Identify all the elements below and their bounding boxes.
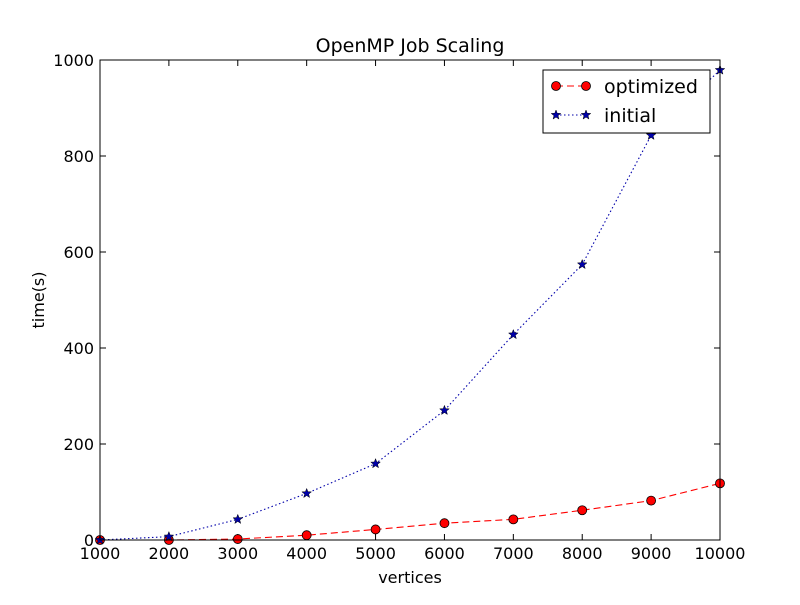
y-tick-label: 1000 bbox=[53, 51, 94, 70]
y-tick-label: 400 bbox=[63, 339, 94, 358]
ticks-layer: 1000 2000 3000 4000 5000 6000 7000 8000 9000 1000… bbox=[53, 51, 745, 563]
series-line-initial bbox=[99, 69, 721, 541]
x-tick-label: 8000 bbox=[562, 544, 603, 563]
x-tick-label: 4000 bbox=[286, 544, 327, 563]
x-tick-label: 7000 bbox=[493, 544, 534, 563]
chart-title: OpenMP Job Scaling bbox=[316, 35, 505, 57]
legend: optimized initial bbox=[542, 69, 711, 134]
data-point-optimized bbox=[301, 530, 312, 541]
x-tick-label: 3000 bbox=[217, 544, 258, 563]
legend-label-optimized: optimized bbox=[604, 76, 698, 98]
data-point-initial bbox=[370, 457, 381, 469]
y-tick-label: 200 bbox=[63, 435, 94, 454]
legend-entry-optimized: optimized bbox=[551, 76, 698, 98]
data-point-optimized bbox=[232, 534, 243, 544]
data-point-initial bbox=[439, 404, 450, 416]
legend-marker-end-initial bbox=[580, 109, 592, 120]
data-point-initial bbox=[301, 487, 313, 499]
x-tick-label: 2000 bbox=[149, 544, 190, 563]
legend-items: optimized initial bbox=[550, 76, 698, 127]
legend-label-initial: initial bbox=[604, 105, 656, 127]
y-tick-label: 0 bbox=[84, 531, 94, 550]
data-point-optimized bbox=[439, 518, 450, 529]
x-tick-label: 1000 bbox=[80, 544, 121, 563]
legend-marker-start-optimized bbox=[551, 81, 561, 91]
y-tick-label: 600 bbox=[63, 243, 94, 262]
legend-marker-end-optimized bbox=[581, 81, 591, 91]
plot-frame bbox=[99, 59, 721, 541]
data-point-optimized bbox=[646, 495, 657, 506]
x-tick-label: 10000 bbox=[695, 544, 746, 563]
legend-box bbox=[542, 69, 711, 134]
x-axis-label: vertices bbox=[378, 568, 442, 587]
legend-entry-initial: initial bbox=[550, 105, 656, 127]
y-tick-label: 800 bbox=[63, 147, 94, 166]
data-point-optimized bbox=[508, 514, 519, 525]
x-tick-label: 6000 bbox=[424, 544, 465, 563]
data-point-initial bbox=[163, 530, 175, 542]
data-point-initial bbox=[576, 258, 588, 270]
legend-marker-start-initial bbox=[550, 109, 562, 120]
data-point-optimized bbox=[577, 505, 588, 516]
x-tick-label: 5000 bbox=[355, 544, 396, 563]
data-point-initial bbox=[507, 328, 519, 340]
x-tick-label: 9000 bbox=[631, 544, 672, 563]
data-point-initial bbox=[645, 129, 657, 140]
data-point-optimized bbox=[370, 524, 381, 535]
data-point-initial bbox=[232, 513, 244, 524]
y-axis-label: time(s) bbox=[29, 272, 48, 329]
